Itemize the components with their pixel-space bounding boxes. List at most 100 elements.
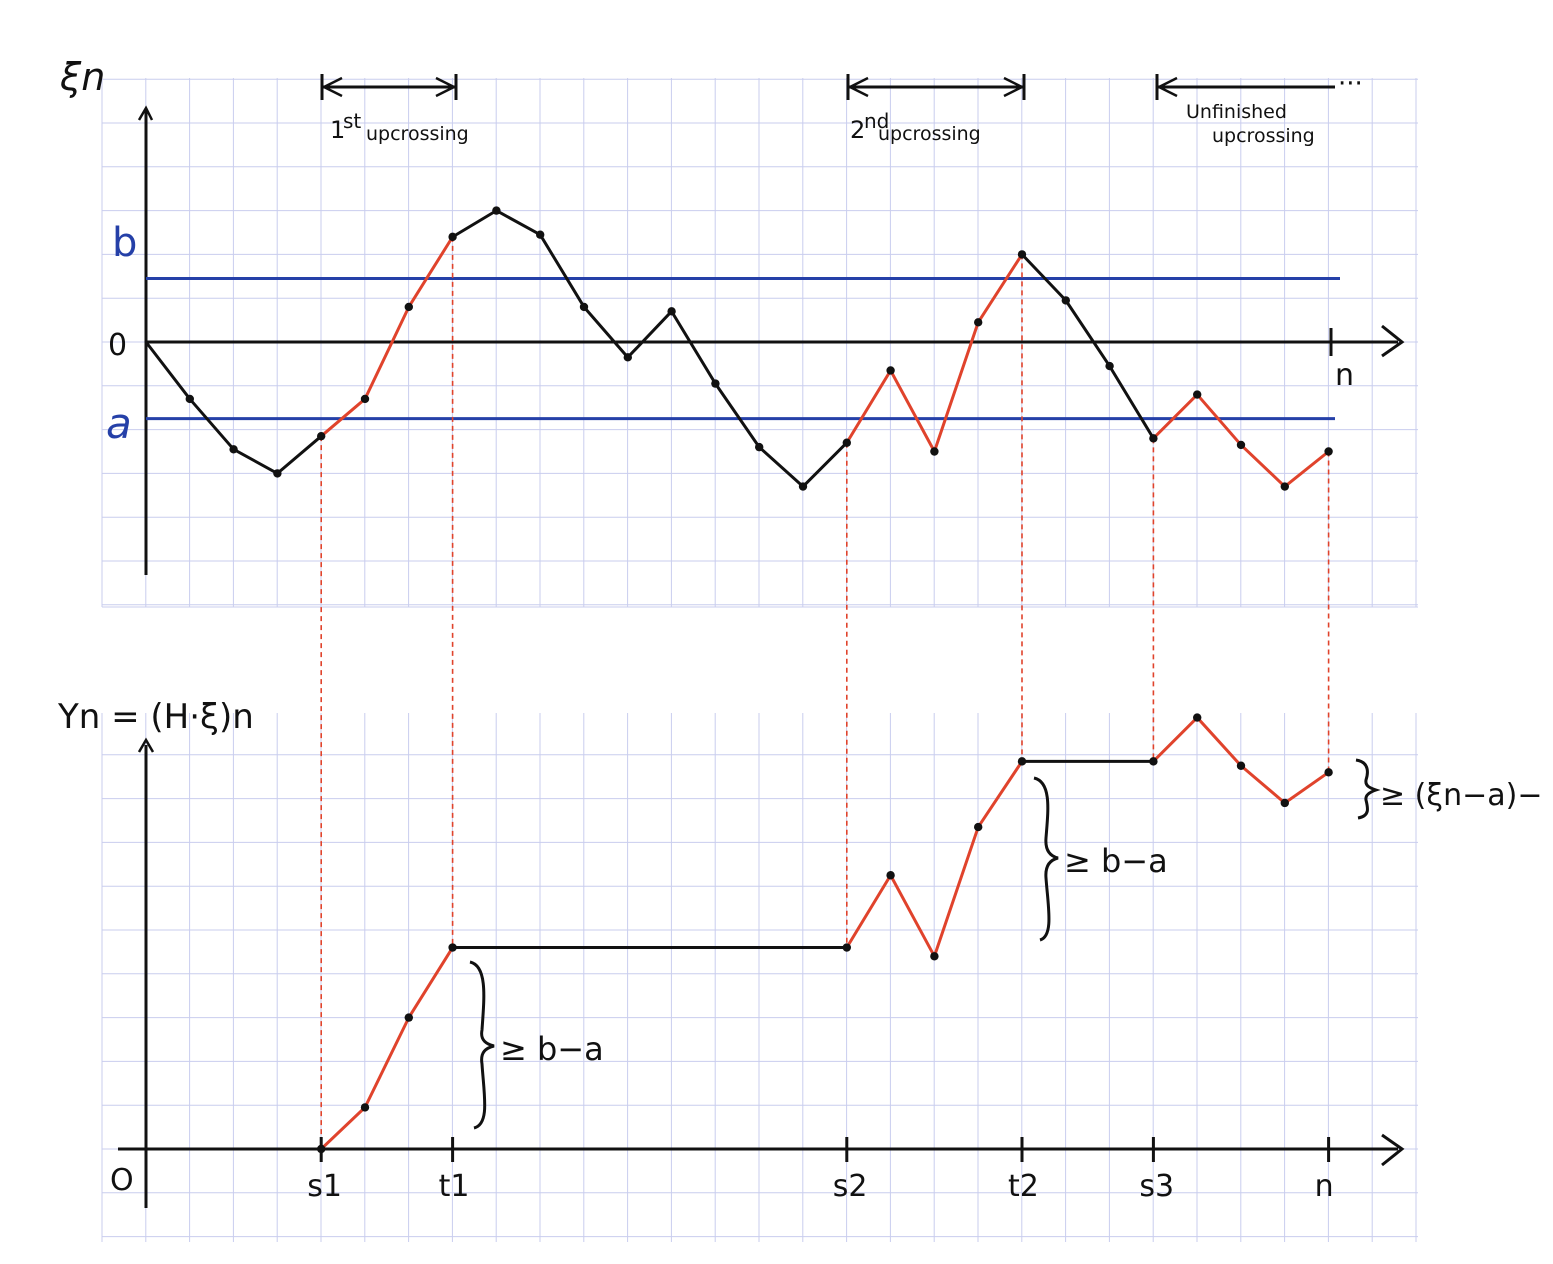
- top-segment: [976, 252, 1024, 324]
- bottom-segment: [363, 1016, 411, 1109]
- top-point: [404, 302, 413, 312]
- top-segment: [1239, 443, 1287, 489]
- bottom-point: [404, 1013, 413, 1022]
- top-segment: [1283, 450, 1331, 489]
- bracket-1-label-pre: 1: [330, 116, 345, 144]
- top-point: [273, 469, 282, 478]
- bottom-segment: [319, 1105, 367, 1151]
- top-segment: [494, 209, 542, 237]
- bottom-point: [842, 943, 851, 952]
- bracket-2-label-main: upcrossing: [878, 123, 981, 145]
- top-point: [623, 353, 632, 362]
- top-point: [930, 447, 939, 456]
- top-point: [1105, 361, 1114, 371]
- top-series: [144, 206, 1333, 491]
- top-segment: [626, 309, 674, 359]
- bracket-1-right-arrow-icon: [435, 76, 457, 98]
- bottom-segment: [845, 873, 893, 950]
- top-segment: [319, 397, 367, 438]
- bottom-segment: [1239, 764, 1287, 805]
- bracket-2-left-arrow-icon: [847, 76, 869, 98]
- tick-label-t2: t2: [1008, 1169, 1039, 1204]
- top-point: [755, 442, 764, 452]
- bracket-1-label-sup: st: [343, 109, 361, 133]
- top-segment: [1108, 364, 1155, 440]
- top-point: [448, 232, 457, 242]
- top-axes: [137, 105, 1405, 575]
- bottom-segment: [1151, 716, 1199, 763]
- bracket-3-label-line2: upcrossing: [1212, 125, 1315, 147]
- bottom-segment: [407, 946, 455, 1020]
- bottom-y-arrow-icon: [137, 737, 155, 753]
- top-point: [1149, 434, 1158, 443]
- tick-label-n: n: [1315, 1169, 1334, 1204]
- top-point: [1017, 250, 1027, 259]
- bottom-grid: [101, 713, 1418, 1242]
- brace-2-label: ≥ b−a: [1064, 842, 1168, 880]
- brace-1: ≥ b−a: [469, 960, 604, 1130]
- top-segment: [582, 305, 630, 359]
- bracket-3-trail: ···: [1338, 69, 1363, 99]
- bottom-segment: [1195, 716, 1243, 768]
- bottom-point: [1193, 713, 1202, 722]
- bracket-2-label-pre: 2: [850, 116, 865, 144]
- top-segment: [363, 305, 411, 401]
- top-point: [711, 379, 720, 388]
- top-point: [1061, 296, 1071, 305]
- bracket-1-label-main: upcrossing: [366, 123, 469, 145]
- top-segment: [757, 445, 805, 489]
- top-point: [1193, 390, 1202, 399]
- top-segment: [801, 441, 849, 489]
- top-point: [229, 445, 238, 454]
- top-segment: [889, 368, 936, 453]
- bottom-segment: [976, 759, 1024, 829]
- top-point: [974, 318, 983, 327]
- tick-label-t1: t1: [439, 1169, 470, 1204]
- bracket-3-left-arrow-icon: [1156, 76, 1178, 98]
- top-segment: [188, 397, 236, 451]
- bottom-axes: [118, 737, 1405, 1208]
- tick-label-s2: s2: [833, 1169, 868, 1204]
- tick-label-s1: s1: [307, 1169, 342, 1204]
- top-point: [1280, 482, 1290, 491]
- bottom-point: [1324, 768, 1333, 777]
- level-b-label: b: [112, 220, 137, 266]
- upcrossing-bracket-2: 2 nd upcrossing: [846, 74, 1026, 145]
- top-point: [1324, 447, 1333, 456]
- bottom-point: [1280, 798, 1290, 808]
- bottom-segment: [932, 825, 980, 958]
- bottom-point: [360, 1103, 370, 1112]
- bottom-point: [886, 871, 895, 880]
- upcrossing-bracket-1: 1 st upcrossing: [320, 74, 469, 145]
- top-point: [360, 394, 370, 404]
- bottom-series: [317, 713, 1333, 1154]
- top-segment: [451, 209, 498, 239]
- top-segment: [538, 233, 586, 309]
- top-point: [842, 438, 851, 447]
- bottom-y-axis-label: Yn = (H·ξ)n: [57, 697, 254, 737]
- bottom-point: [448, 943, 457, 952]
- top-segment: [670, 309, 717, 386]
- top-segment: [845, 368, 893, 445]
- top-segment: [407, 235, 455, 309]
- bottom-x-arrow-icon: [1381, 1133, 1405, 1167]
- top-point: [667, 307, 676, 316]
- top-point: [492, 206, 501, 215]
- bracket-3-label-line1: Unfinished: [1186, 101, 1287, 123]
- top-point: [798, 482, 808, 491]
- top-segment: [1151, 393, 1199, 440]
- bottom-point: [1236, 761, 1246, 770]
- top-point: [886, 366, 895, 375]
- top-segment: [1195, 393, 1243, 447]
- top-point: [185, 394, 194, 404]
- top-point: [579, 302, 589, 312]
- bottom-ticks: s1 t1 s2 t2 s3 n: [307, 1137, 1334, 1204]
- top-segment: [275, 434, 323, 475]
- bracket-2-label-sup: nd: [864, 109, 889, 133]
- bottom-point: [974, 822, 983, 832]
- top-segment: [932, 320, 980, 453]
- top-x-arrow-icon: [1381, 324, 1405, 358]
- bottom-point: [930, 952, 939, 961]
- top-segment: [1020, 252, 1068, 302]
